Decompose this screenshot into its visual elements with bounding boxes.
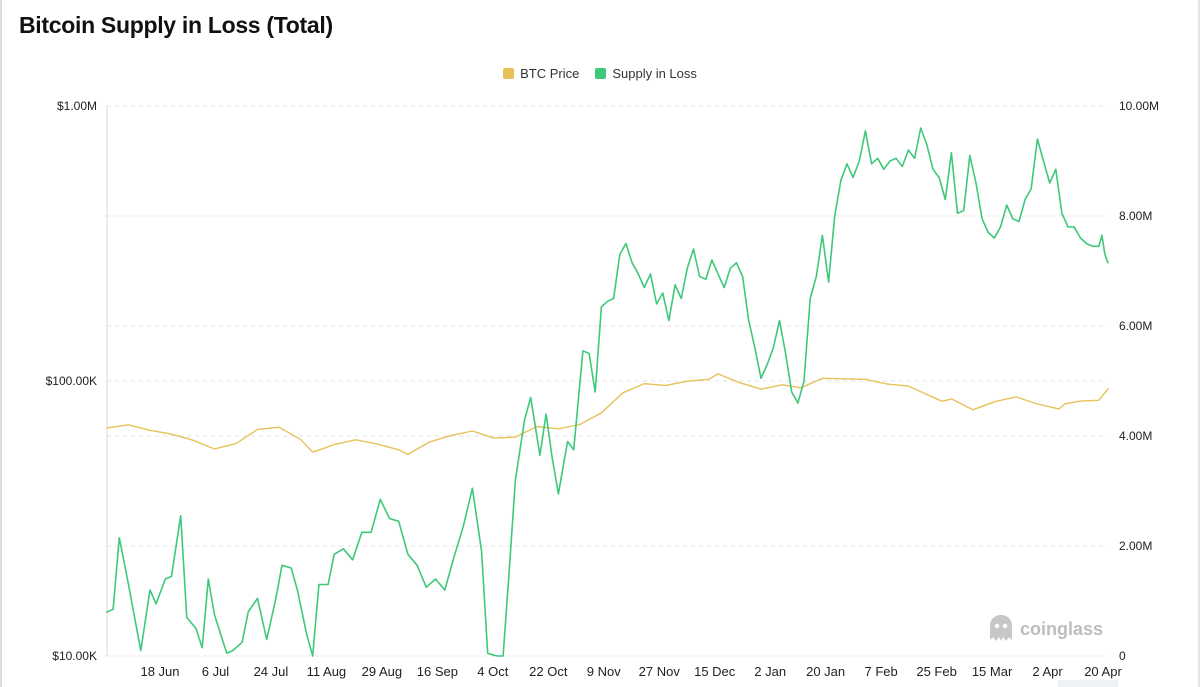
- x-axis-tick-label: 7 Feb: [864, 664, 897, 679]
- x-axis-tick-label: 11 Aug: [307, 664, 347, 679]
- right-axis-tick-label: 8.00M: [1119, 209, 1152, 223]
- legend-swatch-supply-in-loss: [595, 68, 607, 79]
- coinglass-watermark: coinglass: [988, 614, 1103, 644]
- right-axis-tick-label: 0: [1119, 649, 1126, 663]
- x-axis-tick-label: 2 Jan: [754, 664, 786, 679]
- right-axis-tick-label: 10.00M: [1119, 99, 1159, 113]
- chart-title: Bitcoin Supply in Loss (Total): [19, 12, 333, 38]
- right-axis-tick-label: 4.00M: [1119, 429, 1152, 443]
- x-axis-tick-label: 22 Oct: [529, 664, 568, 679]
- left-axis-tick-label: $10.00K: [52, 649, 97, 663]
- x-axis-tick-label: 18 Jun: [140, 664, 179, 679]
- btc-price-line: [106, 373, 1109, 456]
- legend-label-supply-in-loss: Supply in Loss: [612, 66, 697, 81]
- x-axis-tick-label: 20 Apr: [1084, 664, 1122, 679]
- x-axis-tick-label: 24 Jul: [254, 664, 289, 679]
- right-axis-tick-label: 2.00M: [1119, 539, 1152, 553]
- left-axis-tick-label: $100.00K: [46, 374, 97, 388]
- frame-left-border: [0, 0, 2, 687]
- watermark-text: coinglass: [1020, 618, 1104, 639]
- legend-item-btc-price[interactable]: BTC Price: [503, 66, 579, 81]
- legend-swatch-btc-price: [503, 68, 515, 79]
- x-axis-tick-label: 20 Jan: [806, 664, 845, 679]
- x-axis-tick-label: 2 Apr: [1032, 664, 1063, 679]
- x-axis-tick-label: 27 Nov: [639, 664, 681, 679]
- bottom-scroll-tab: [1058, 680, 1118, 687]
- legend-item-supply-in-loss[interactable]: Supply in Loss: [595, 66, 697, 81]
- x-axis-tick-label: 15 Dec: [694, 664, 736, 679]
- frame-right-border: [1198, 0, 1200, 687]
- left-axis-tick-label: $1.00M: [57, 99, 97, 113]
- x-axis-tick-label: 9 Nov: [587, 664, 621, 679]
- x-axis-tick-label: 4 Oct: [477, 664, 508, 679]
- legend-label-btc-price: BTC Price: [520, 66, 580, 81]
- x-axis-tick-label: 15 Mar: [972, 664, 1013, 679]
- supply-in-loss-line: [106, 127, 1109, 657]
- ghost-logo-icon: [990, 615, 1012, 641]
- x-axis-tick-label: 16 Sep: [417, 664, 458, 679]
- chart-legend: BTC Price Supply in Loss: [0, 66, 1200, 81]
- right-axis-tick-label: 6.00M: [1119, 319, 1152, 333]
- x-axis-tick-label: 29 Aug: [362, 664, 403, 679]
- x-axis-tick-label: 25 Feb: [916, 664, 956, 679]
- x-axis-tick-label: 6 Jul: [202, 664, 230, 679]
